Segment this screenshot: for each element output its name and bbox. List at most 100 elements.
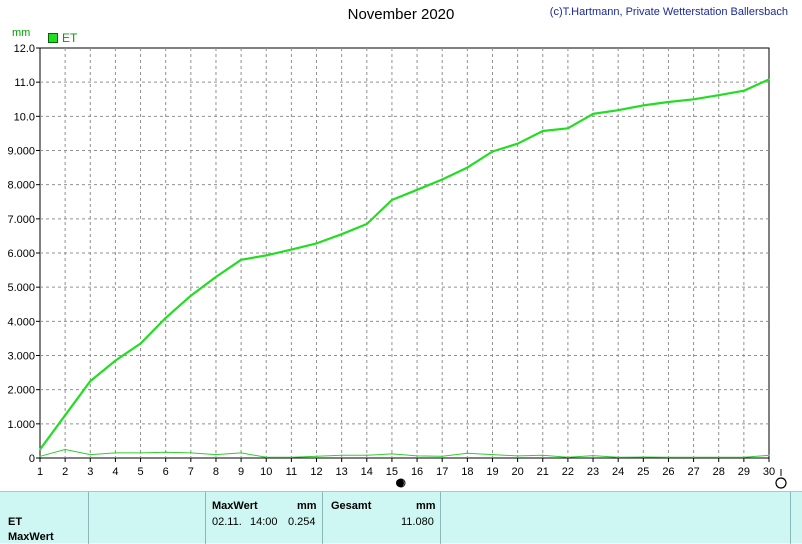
- footer-total-cell: Gesamt mm 11.080: [323, 492, 441, 544]
- y-tick-label: 2.000: [7, 385, 35, 397]
- x-tick-label: 29: [738, 466, 750, 478]
- footer-rest-cell: [441, 492, 791, 544]
- footer-max-cell: MaxWert mm 02.11. 14:00 0.254: [206, 492, 323, 544]
- x-tick-label: 6: [163, 466, 169, 478]
- footer-row-label-maxwert: MaxWert: [8, 531, 54, 543]
- chart-area: 0 1.000 2.000 3.000 4.000 5.000 6.000 7.000 8.00…: [7, 43, 787, 489]
- data-point-daily: [567, 456, 569, 459]
- end-marker-icon[interactable]: [775, 477, 787, 489]
- x-tick-label: 10: [260, 466, 272, 478]
- chart-title: November 2020: [347, 6, 455, 23]
- footer-empty-cell: [89, 492, 206, 544]
- data-point-daily: [340, 454, 343, 457]
- data-point-daily: [466, 452, 469, 455]
- x-tick-label: 7: [188, 466, 194, 478]
- grid-lines: [40, 48, 769, 458]
- legend-label: ET: [62, 31, 78, 45]
- x-tick-label: 2: [62, 466, 68, 478]
- data-point-et: [743, 89, 745, 92]
- data-point-et: [39, 448, 41, 451]
- total-header: Gesamt: [331, 500, 372, 512]
- x-tick-label: 20: [511, 466, 523, 478]
- x-tick-label: 15: [386, 466, 398, 478]
- y-tick-label: 9.000: [7, 146, 35, 158]
- max-unit: mm: [297, 500, 317, 512]
- data-point-et: [617, 109, 619, 111]
- data-point-daily: [617, 456, 619, 459]
- series-lines: [39, 78, 770, 459]
- x-tick-label: 19: [486, 466, 498, 478]
- x-tick-label: 17: [436, 466, 448, 478]
- data-point-daily: [139, 452, 142, 454]
- data-point-daily: [717, 456, 720, 459]
- y-tick-label: 12.0: [14, 43, 35, 55]
- x-tick-label: 3: [87, 466, 93, 478]
- data-point-daily: [64, 448, 66, 451]
- y-tick-label: 7.000: [7, 214, 35, 226]
- y-tick-label: 10.0: [14, 111, 35, 123]
- y-tick-label: 5.000: [7, 282, 35, 294]
- x-tick-label: 28: [713, 466, 725, 478]
- x-tick-label: 18: [461, 466, 473, 478]
- y-tick-label: 0: [29, 453, 35, 465]
- data-point-et: [164, 317, 167, 319]
- data-point-et: [542, 130, 544, 132]
- total-value: 11.080: [401, 516, 434, 528]
- y-tick-label: 11.0: [14, 77, 35, 89]
- x-tick-label: 27: [687, 466, 699, 478]
- y-tick-label: 1.000: [7, 419, 35, 431]
- data-point-daily: [190, 452, 192, 454]
- data-point-et: [290, 248, 293, 251]
- series-line-daily: [39, 449, 770, 458]
- data-point-et: [466, 166, 469, 169]
- y-unit-label: mm: [12, 27, 31, 39]
- x-tick-label: 25: [637, 466, 649, 478]
- data-point-daily: [516, 455, 519, 457]
- x-tick-label: 1: [37, 466, 43, 478]
- data-point-daily: [114, 452, 117, 454]
- data-point-daily: [768, 454, 770, 457]
- data-point-daily: [692, 456, 695, 459]
- x-tick-label: 26: [662, 466, 674, 478]
- data-point-et: [315, 242, 318, 245]
- data-point-et: [692, 98, 695, 101]
- data-point-daily: [240, 452, 242, 454]
- data-point-et: [215, 276, 217, 278]
- x-tick-label: 4: [112, 466, 118, 478]
- x-tick-label: 16: [411, 466, 423, 478]
- data-point-et: [416, 189, 418, 191]
- data-point-et: [491, 150, 494, 153]
- x-tick-label: 13: [336, 466, 348, 478]
- data-point-daily: [315, 455, 318, 458]
- x-tick-label: 5: [137, 466, 143, 478]
- total-unit: mm: [416, 500, 436, 512]
- mid-marker-icon[interactable]: [396, 478, 406, 488]
- data-point-daily: [592, 454, 594, 457]
- data-point-et: [768, 78, 770, 81]
- data-point-et: [240, 259, 242, 261]
- data-point-daily: [366, 454, 368, 457]
- data-point-daily: [215, 453, 217, 456]
- data-point-daily: [491, 453, 494, 456]
- data-point-et: [642, 104, 645, 107]
- max-time: 14:00: [250, 516, 278, 528]
- y-axis-ticks: 0 1.000 2.000 3.000 4.000 5.000 6.000 7.000 8.00…: [7, 43, 40, 465]
- x-axis-ticks: 1 2 3 4 5 6 7 8 9 10 11 12 13 14 15 16 17 18 19 20 21 22 23 24 2…: [37, 458, 775, 478]
- data-point-et: [139, 342, 142, 345]
- x-tick-label: 11: [286, 466, 297, 478]
- data-point-daily: [89, 453, 92, 456]
- data-point-et: [441, 178, 444, 181]
- max-value: 0.254: [288, 516, 316, 528]
- data-point-et: [516, 142, 519, 145]
- data-point-et: [391, 199, 393, 201]
- y-tick-label: 8.000: [7, 180, 35, 192]
- max-header: MaxWert: [212, 500, 258, 512]
- x-tick-label: 12: [310, 466, 322, 478]
- x-tick-label: 9: [238, 466, 244, 478]
- data-point-daily: [290, 456, 293, 459]
- data-point-et: [114, 359, 117, 362]
- footer-panel: ET MaxWert MaxWert mm 02.11. 14:00 0.254…: [0, 491, 802, 544]
- data-point-et: [64, 414, 66, 417]
- x-tick-label: 22: [562, 466, 574, 478]
- x-tick-label: 30: [763, 466, 775, 478]
